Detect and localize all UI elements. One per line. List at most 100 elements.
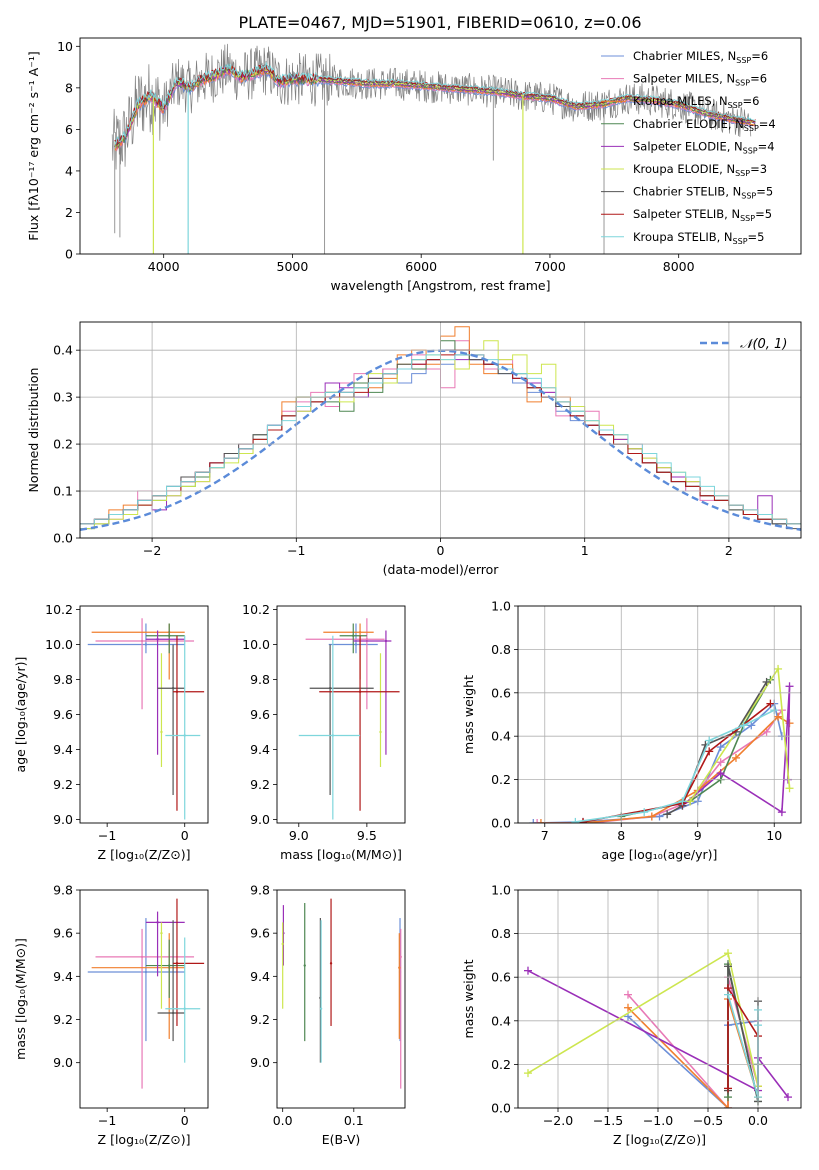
- y-tick-label: 0.8: [491, 926, 511, 941]
- legend-label: Salpeter MILES, NSSP=6: [633, 72, 767, 88]
- y-tick-label: 1.0: [491, 599, 511, 614]
- x-axis-label: E(B-V): [322, 1132, 361, 1147]
- x-tick-label: 9: [694, 828, 702, 843]
- axes-frame: [79, 889, 209, 1109]
- y-tick-label: 0.4: [53, 343, 73, 358]
- data-point: [379, 730, 382, 734]
- legend-number: =5: [755, 207, 772, 221]
- data-point: [156, 638, 159, 641]
- x-tick-label: 8: [617, 828, 625, 843]
- weight-line: [533, 702, 783, 823]
- y-tick-label: 0.0: [491, 1101, 511, 1116]
- y-tick-label: 9.8: [250, 883, 270, 898]
- legend-number: =4: [759, 117, 776, 131]
- legend-number: =4: [758, 139, 775, 153]
- legend-label: Chabrier MILES, NSSP=6: [633, 49, 768, 65]
- y-tick-label: 0.3: [53, 390, 73, 405]
- data-point: [140, 639, 144, 643]
- data-point: [144, 643, 148, 646]
- y-tick-label: 10: [57, 39, 73, 54]
- y-tick-label: 0.0: [53, 531, 73, 546]
- data-point: [168, 964, 171, 967]
- plot-area-mass-vs-Z: [87, 898, 205, 1089]
- data-point: [171, 1011, 175, 1015]
- chart-age-vs-mass: 9.0 9.5 9.0 9.2 9.4 9.6 9.8 10.0 10.2 mass [log₁₀…: [242, 602, 406, 862]
- x-tick-label: 8000: [663, 259, 695, 274]
- data-point: [384, 639, 388, 643]
- chart-mass-weight-vs-Z: −2.0 −1.5 −1.0 −0.5 0.0 0.0 0.2 0.4 0.6 0.8 1.0 Z […: [461, 883, 802, 1147]
- weight-line: [527, 951, 759, 1087]
- x-tick-label: 6000: [405, 259, 437, 274]
- y-tick-label: 0.4: [491, 729, 511, 744]
- plot-area-age-vs-Z: [87, 618, 205, 820]
- legend-label: Kroupa MILES, NSSP=6: [633, 94, 759, 110]
- weight-line: [575, 709, 775, 823]
- legend-label: 𝒩(0, 1): [740, 337, 787, 352]
- data-point: [365, 638, 369, 641]
- x-tick-label: 7: [541, 828, 549, 843]
- y-tick-label: 2: [65, 205, 73, 220]
- plot-area-age-vs-mass: [298, 618, 400, 820]
- chart-spectrum: Chabrier MILES, NSSP=6 Salpeter MILES, NS…: [26, 37, 802, 293]
- axes-frame: [276, 605, 406, 824]
- y-axis-label: Normed distribution: [26, 368, 41, 493]
- x-axis-label: age [log₁₀(age/yr)]: [602, 847, 718, 862]
- x-tick-label: 4000: [148, 259, 180, 274]
- legend-label: Chabrier ELODIE, NSSP=4: [633, 117, 776, 133]
- data-point: [303, 964, 306, 967]
- y-tick-label: 9.8: [53, 883, 73, 898]
- weight-line: [666, 681, 768, 816]
- x-tick-label: −1: [98, 828, 116, 843]
- y-tick-label: 10.0: [242, 637, 270, 652]
- data-point: [329, 962, 333, 965]
- plot-area-mass-vs-EBV: [281, 898, 402, 1089]
- x-tick-label: 0.1: [344, 1113, 364, 1128]
- data-point: [168, 634, 171, 637]
- axes-frame: [79, 37, 802, 255]
- y-tick-label: 0.1: [53, 484, 73, 499]
- legend-label: Salpeter ELODIE, NSSP=4: [633, 139, 775, 155]
- legend-number: =6: [743, 94, 760, 108]
- legend-subscript: SSP: [735, 169, 750, 178]
- chart-mass-vs-Z: −1 0 9.0 9.2 9.4 9.6 9.8 Z [log₁₀(Z/Z⊙)] mass [l…: [13, 883, 209, 1147]
- figure-title: PLATE=0467, MJD=51901, FIBERID=0610, z=0…: [238, 13, 641, 32]
- data-point: [352, 634, 355, 637]
- y-tick-label: 0.0: [491, 816, 511, 831]
- axes-frame: [517, 605, 802, 824]
- y-tick-label: 9.0: [250, 1055, 270, 1070]
- legend-number: =6: [750, 72, 767, 86]
- y-tick-label: 4: [65, 163, 73, 178]
- axes-frame: [276, 889, 406, 1109]
- x-tick-label: 5000: [277, 259, 309, 274]
- data-point: [358, 631, 362, 634]
- data-point: [183, 734, 186, 737]
- legend-label: Chabrier STELIB, NSSP=5: [633, 185, 773, 201]
- data-point: [281, 942, 284, 946]
- y-tick-label: 9.6: [53, 707, 73, 722]
- data-point: [171, 687, 175, 690]
- legend-number: =5: [748, 230, 765, 244]
- x-tick-label: −2.0: [543, 1113, 573, 1128]
- data-point: [156, 921, 159, 924]
- data-point: [398, 966, 401, 969]
- y-tick-label: 9.0: [53, 1055, 73, 1070]
- data-point: [328, 687, 332, 690]
- weight-line: [537, 709, 783, 823]
- y-tick-label: 9.4: [250, 969, 270, 984]
- y-axis-label: Flux [fλ10⁻¹⁷ erg cm⁻² s⁻¹ A⁻¹]: [26, 51, 41, 240]
- y-tick-label: 9.6: [250, 707, 270, 722]
- x-tick-label: 9.0: [289, 828, 309, 843]
- y-tick-label: 10.0: [45, 637, 73, 652]
- legend: Chabrier MILES, NSSP=6 Salpeter MILES, NS…: [601, 49, 776, 246]
- x-tick-label: −1.0: [643, 1113, 673, 1128]
- y-tick-label: 6: [65, 122, 73, 137]
- x-tick-label: −1.5: [593, 1113, 623, 1128]
- model-spectrum-line: [114, 61, 756, 145]
- x-tick-label: 0.0: [273, 1113, 293, 1128]
- y-tick-label: 9.4: [250, 742, 270, 757]
- x-axis-label: Z [log₁₀(Z/Z⊙)]: [98, 1132, 191, 1147]
- x-tick-label: −0.5: [693, 1113, 723, 1128]
- legend-label: Salpeter STELIB, NSSP=5: [633, 207, 772, 223]
- y-tick-label: 0.6: [491, 685, 511, 700]
- weight-line: [727, 985, 759, 1089]
